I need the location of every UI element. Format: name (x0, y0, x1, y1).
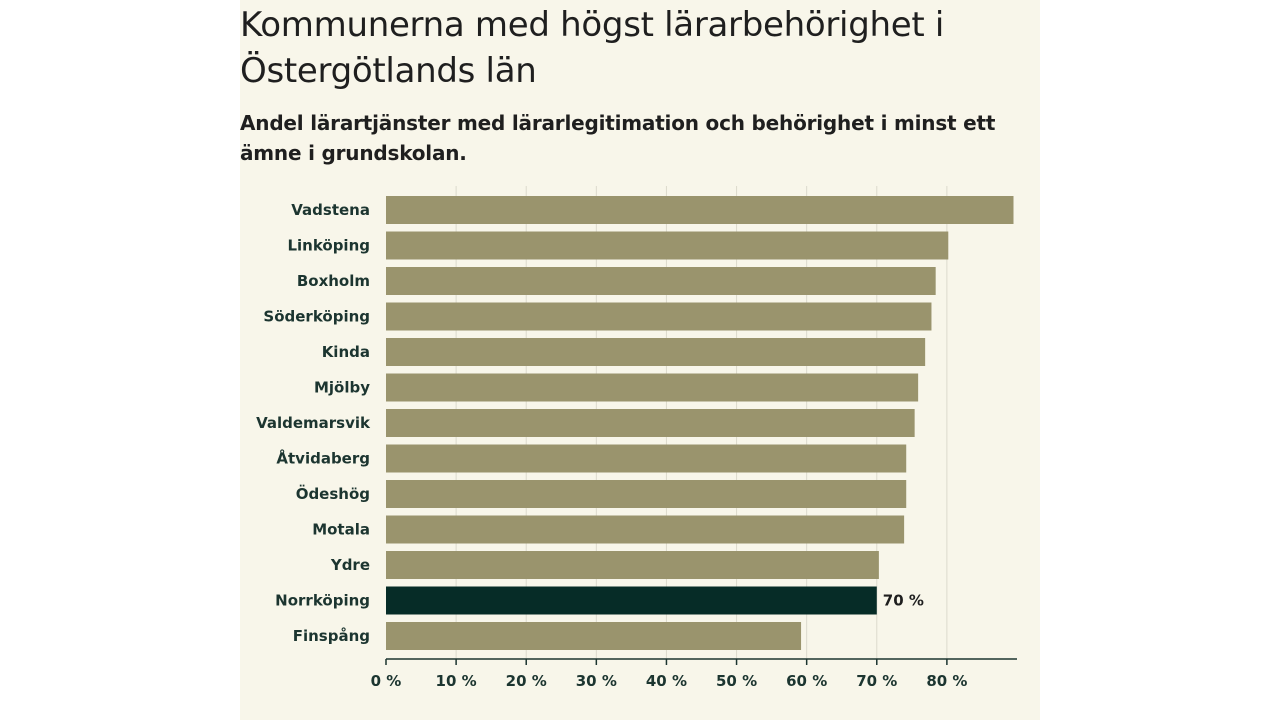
bar (386, 515, 905, 544)
bar (386, 409, 915, 437)
category-label: Finspång (293, 627, 370, 645)
category-label: Mjölby (314, 379, 370, 397)
category-label: Kinda (322, 343, 370, 361)
bar (386, 196, 1014, 224)
bar-chart: Vadstena Linköping Boxholm Söderköping Kinda… (256, 186, 1017, 690)
chart-subtitle: Andel lärartjänster med lärarlegitimatio… (240, 111, 996, 165)
category-label: Åtvidaberg (276, 449, 370, 468)
x-tick-label: 80 % (926, 672, 967, 690)
bars (386, 196, 1014, 650)
bar (386, 586, 877, 615)
bar (386, 622, 802, 650)
x-tick-label: 10 % (436, 672, 477, 690)
category-label: Söderköping (263, 308, 370, 326)
chart-title: Kommunerna med högst lärarbehörighet i Ö… (240, 5, 945, 91)
bar (386, 444, 907, 473)
category-label: Boxholm (297, 272, 370, 290)
category-label: Valdemarsvik (256, 414, 371, 432)
x-tick-label: 40 % (646, 672, 687, 690)
x-tick-label: 30 % (576, 672, 617, 690)
data-label: 70 % (883, 592, 924, 610)
category-labels: Vadstena Linköping Boxholm Söderköping Kinda… (256, 201, 924, 645)
bar (386, 267, 936, 295)
x-tick-label: 20 % (506, 672, 547, 690)
bar (386, 480, 907, 508)
x-tick-label: 70 % (856, 672, 897, 690)
category-label: Motala (312, 521, 370, 539)
category-label: Linköping (287, 237, 370, 255)
category-label: Vadstena (291, 201, 370, 219)
category-label: Ydre (330, 556, 370, 574)
x-axis: 0 % 10 % 20 % 30 % 40 % 50 % 60 % 70 % 80 % (371, 658, 1017, 690)
x-tick-label: 0 % (371, 672, 402, 690)
x-tick-label: 60 % (786, 672, 827, 690)
category-label: Ödeshög (296, 484, 370, 503)
bar (386, 338, 926, 366)
bar (386, 302, 932, 331)
bar (386, 231, 949, 260)
x-tick-label: 50 % (716, 672, 757, 690)
category-label: Norrköping (275, 592, 370, 610)
bar (386, 373, 919, 402)
bar (386, 551, 879, 579)
